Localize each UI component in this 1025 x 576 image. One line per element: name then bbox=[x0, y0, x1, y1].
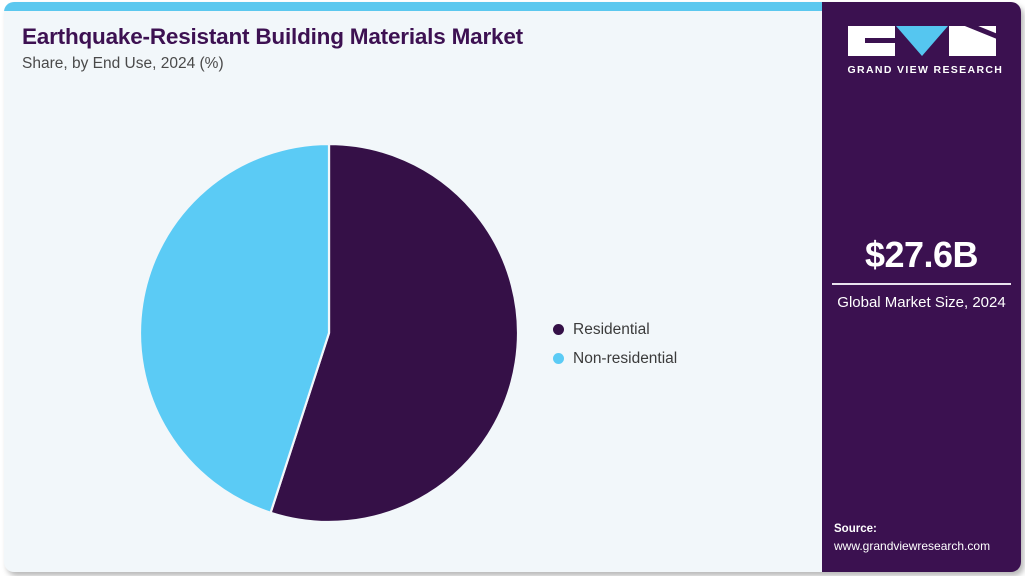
title-block: Earthquake-Resistant Building Materials … bbox=[22, 24, 802, 74]
legend-item-non-residential[interactable]: Non-residential bbox=[553, 344, 783, 373]
logo-letter-r-icon bbox=[948, 26, 996, 56]
brand-logo: GRAND VIEW RESEARCH bbox=[847, 26, 1004, 76]
source-block: Source: www.grandviewresearch.com bbox=[834, 521, 1013, 554]
legend-label-non-residential: Non-residential bbox=[573, 349, 678, 367]
source-label: Source: bbox=[834, 523, 877, 536]
top-accent-bar bbox=[4, 2, 822, 11]
source-url[interactable]: www.grandviewresearch.com bbox=[834, 538, 991, 553]
pie-slice[interactable] bbox=[269, 142, 520, 524]
page-subtitle: Share, by End Use, 2024 (%) bbox=[22, 55, 224, 73]
stat-divider bbox=[832, 282, 1011, 285]
logo-letter-g-icon bbox=[847, 26, 895, 56]
legend-swatch-residential bbox=[553, 324, 564, 335]
pie-chart bbox=[136, 140, 522, 526]
market-size-value: $27.6B bbox=[864, 234, 979, 275]
market-size-stat: $27.6B Global Market Size, 2024 bbox=[832, 234, 1011, 313]
pie-chart-svg bbox=[138, 142, 520, 524]
side-panel: GRAND VIEW RESEARCH $27.6B Global Market… bbox=[822, 2, 1021, 572]
legend-item-residential[interactable]: Residential bbox=[553, 315, 783, 344]
chart-legend: Residential Non-residential bbox=[553, 315, 783, 373]
pie-slice-group bbox=[138, 142, 520, 524]
legend-swatch-non-residential bbox=[553, 353, 564, 364]
logo-wordmark: GRAND VIEW RESEARCH bbox=[847, 64, 1004, 76]
logo-triangle-v-icon bbox=[895, 26, 948, 56]
chart-main-area: Earthquake-Resistant Building Materials … bbox=[4, 11, 822, 572]
page-title: Earthquake-Resistant Building Materials … bbox=[22, 24, 523, 49]
logo-mark-icon bbox=[847, 26, 996, 56]
legend-label-residential: Residential bbox=[573, 320, 650, 338]
infographic-card: Earthquake-Resistant Building Materials … bbox=[4, 2, 1021, 572]
market-size-caption: Global Market Size, 2024 bbox=[837, 293, 1006, 311]
pie-slice[interactable] bbox=[138, 142, 331, 515]
